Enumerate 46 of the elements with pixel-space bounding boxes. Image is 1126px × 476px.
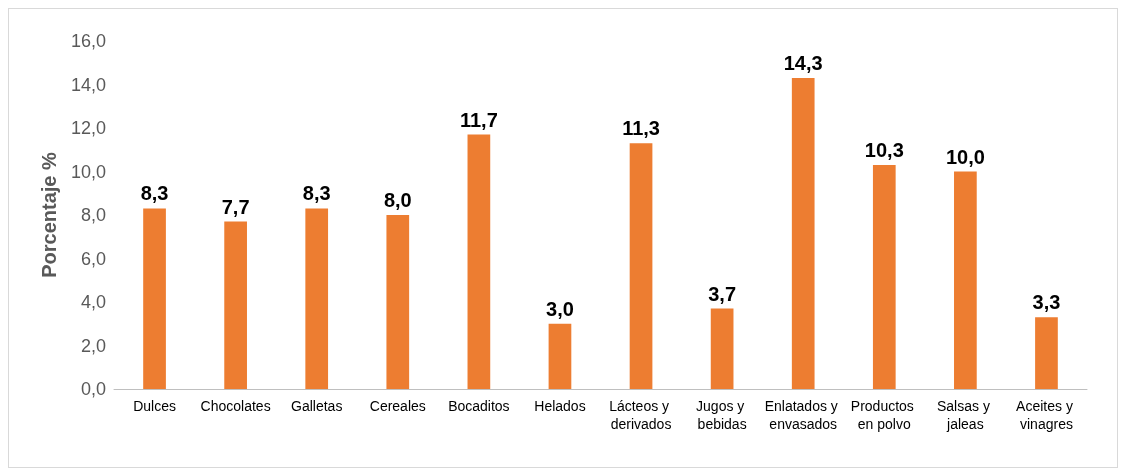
data-label: 3,0 (546, 297, 574, 320)
bar (791, 77, 815, 389)
x-tick-label: Lácteos y derivados (609, 398, 673, 432)
data-label: 3,3 (1032, 291, 1061, 314)
data-label: 8,0 (383, 189, 412, 211)
bar (143, 208, 166, 389)
y-tick-label: 4,0 (80, 292, 106, 312)
x-tick-label: Cereales (369, 398, 426, 414)
y-tick-label: 14,0 (70, 74, 106, 95)
y-axis-title: Porcentaje % (38, 151, 60, 278)
x-tick-label: Helados (534, 398, 586, 414)
y-tick-label: 12,0 (70, 118, 106, 138)
y-tick-label: 6,0 (80, 248, 106, 269)
y-tick-label: 2,0 (80, 335, 106, 356)
y-tick-label: 0,0 (80, 379, 106, 399)
x-tick-label: Bocaditos (448, 398, 510, 414)
x-tick-label: Dulces (133, 398, 176, 414)
data-label: 7,7 (221, 195, 250, 218)
data-label: 14,3 (783, 51, 823, 74)
y-tick-label: 16,0 (70, 31, 106, 51)
x-tick-label: Galletas (291, 398, 343, 414)
x-tick-label: Productos en polvo (850, 398, 918, 432)
bar (467, 134, 491, 389)
data-label: 3,7 (708, 282, 737, 305)
y-tick-label: 8,0 (80, 205, 106, 225)
data-label: 10,3 (864, 138, 904, 161)
bar (548, 323, 572, 389)
bar (224, 221, 247, 389)
bar (629, 143, 653, 389)
x-tick-label: Enlatados y envasados (764, 398, 842, 432)
bar (386, 215, 410, 389)
y-tick-label: 10,0 (70, 161, 106, 182)
data-label: 10,0 (945, 145, 985, 168)
bar (872, 164, 896, 389)
x-tick-label: Salsas y jaleas (936, 398, 994, 432)
bar (710, 308, 734, 389)
x-tick-label: Jugos y bebidas (696, 398, 749, 432)
data-label: 11,7 (459, 108, 498, 131)
x-tick-label: Chocolates (200, 398, 271, 414)
data-label: 8,3 (302, 182, 331, 205)
bar (305, 208, 329, 389)
data-label: 11,3 (622, 117, 660, 140)
x-tick-label: Aceites y vinagres (1016, 398, 1077, 432)
bar (1035, 317, 1058, 389)
data-label: 8,3 (140, 182, 169, 205)
bar (954, 171, 977, 389)
